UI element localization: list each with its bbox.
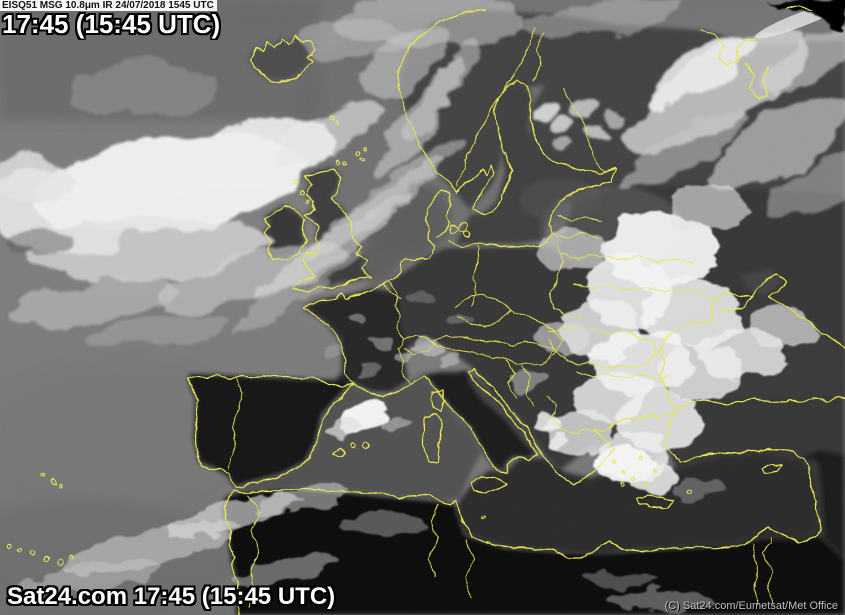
branding-label: Sat24.com 17:45 (15:45 UTC) bbox=[7, 583, 336, 610]
copyright-label: (C) Sat24.com/Eumetsat/Met Office bbox=[664, 600, 838, 612]
bulletin-header: EISQ51 MSG 10.8μm IR 24/07/2018 1545 UTC bbox=[0, 0, 217, 11]
local-time-label: 17:45 (15:45 UTC) bbox=[2, 9, 221, 39]
